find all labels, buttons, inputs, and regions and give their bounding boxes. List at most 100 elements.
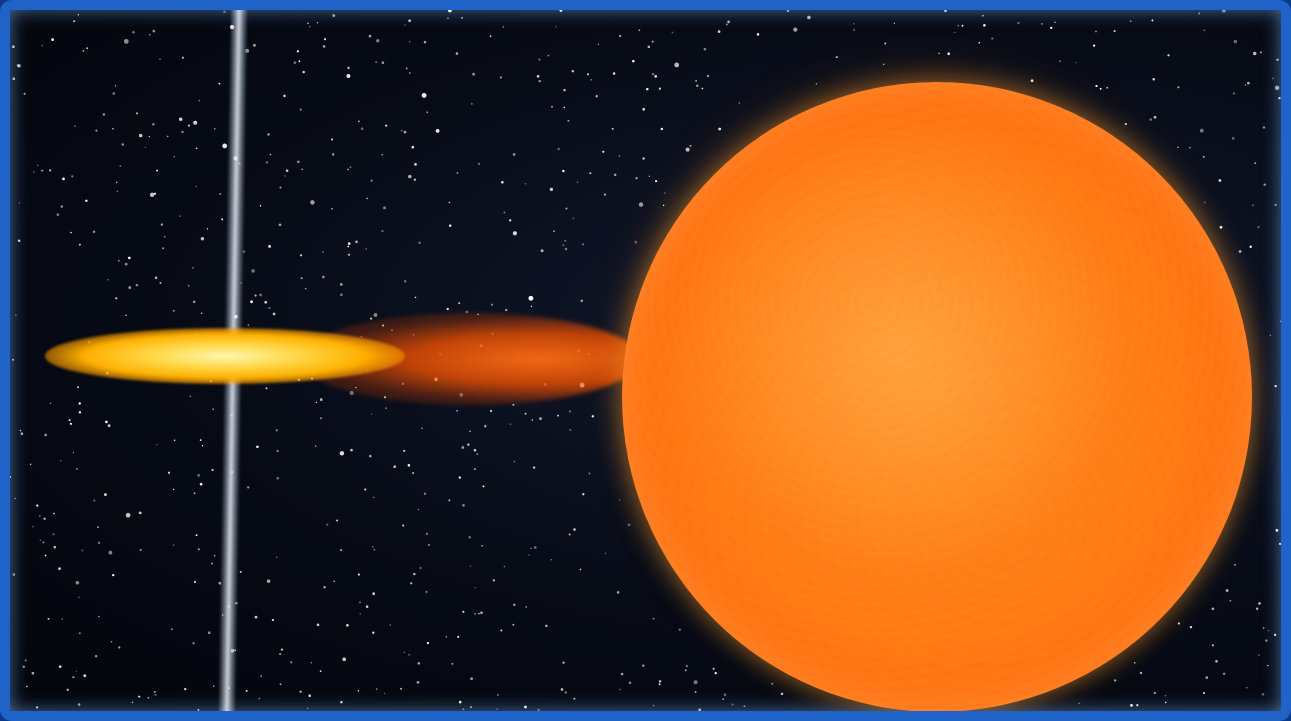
- background-star: [271, 618, 275, 622]
- background-star: [1263, 183, 1266, 186]
- background-star: [458, 476, 461, 479]
- background-star: [642, 157, 645, 160]
- background-star: [407, 464, 411, 467]
- background-star: [461, 16, 464, 19]
- background-star: [332, 14, 336, 17]
- space-scene: [10, 10, 1281, 711]
- background-star: [408, 19, 411, 23]
- background-star: [258, 697, 261, 700]
- background-star: [323, 38, 327, 41]
- background-star: [135, 112, 139, 115]
- background-star: [727, 20, 730, 24]
- background-star: [306, 707, 309, 710]
- background-star: [125, 512, 131, 518]
- background-star: [1255, 607, 1259, 610]
- background-star: [655, 180, 658, 183]
- background-star: [503, 565, 506, 568]
- background-star: [299, 108, 302, 111]
- background-star: [370, 179, 373, 182]
- background-star: [365, 605, 369, 608]
- background-star: [264, 300, 268, 304]
- background-star: [685, 147, 690, 152]
- background-star: [207, 631, 211, 635]
- background-star: [957, 25, 959, 27]
- background-star: [293, 61, 297, 64]
- background-star: [98, 615, 100, 618]
- background-star: [376, 39, 380, 43]
- background-star: [36, 164, 39, 167]
- background-star: [148, 135, 150, 138]
- background-star: [539, 417, 542, 420]
- background-star: [355, 240, 358, 244]
- background-star: [426, 641, 430, 645]
- background-star: [359, 601, 361, 604]
- background-star: [1153, 115, 1157, 119]
- background-star: [471, 103, 473, 105]
- background-star: [193, 120, 198, 125]
- background-star: [51, 38, 54, 41]
- background-star: [307, 22, 309, 25]
- background-star: [512, 153, 516, 156]
- background-star: [530, 547, 532, 550]
- background-star: [153, 192, 157, 195]
- background-star: [698, 708, 702, 711]
- background-star: [254, 294, 257, 297]
- background-star: [358, 120, 360, 123]
- background-star: [179, 215, 181, 217]
- background-star: [421, 92, 427, 98]
- background-star: [714, 671, 717, 675]
- background-star: [1149, 118, 1152, 121]
- background-star: [193, 492, 196, 495]
- background-star: [551, 105, 553, 108]
- background-star: [576, 181, 579, 183]
- background-star: [372, 592, 376, 596]
- background-star: [1202, 692, 1206, 695]
- background-star: [267, 133, 270, 136]
- background-star: [413, 178, 417, 181]
- background-star: [340, 549, 343, 552]
- background-star: [326, 523, 329, 526]
- background-star: [883, 63, 885, 65]
- background-star: [478, 612, 480, 615]
- background-star: [1106, 86, 1109, 89]
- background-star: [173, 544, 175, 546]
- background-star: [1247, 81, 1250, 85]
- background-star: [1198, 12, 1201, 15]
- background-star: [284, 175, 286, 177]
- background-star: [259, 205, 262, 207]
- background-star: [112, 92, 116, 95]
- background-star: [412, 472, 415, 474]
- background-star: [793, 27, 798, 32]
- background-star: [550, 559, 552, 561]
- background-star: [308, 694, 312, 697]
- background-star: [346, 74, 351, 78]
- background-star: [38, 515, 41, 517]
- background-star: [567, 119, 570, 122]
- background-star: [642, 107, 646, 111]
- background-star: [49, 402, 52, 404]
- background-star: [285, 169, 289, 172]
- background-star: [403, 130, 407, 134]
- background-star: [1244, 84, 1247, 86]
- background-star: [154, 276, 158, 279]
- background-star: [310, 662, 312, 664]
- background-star: [427, 543, 431, 547]
- background-star: [618, 499, 621, 501]
- background-star: [1095, 30, 1097, 33]
- background-star: [195, 147, 198, 150]
- background-star: [738, 102, 741, 104]
- background-star: [139, 133, 143, 138]
- background-star: [635, 177, 638, 180]
- background-star: [300, 276, 303, 280]
- background-star: [127, 256, 131, 260]
- background-star: [1152, 77, 1155, 81]
- background-star: [456, 172, 459, 174]
- background-star: [92, 230, 96, 233]
- background-star: [309, 26, 311, 28]
- background-star: [470, 677, 473, 681]
- background-star: [212, 408, 214, 410]
- background-star: [991, 37, 994, 40]
- background-star: [559, 10, 563, 12]
- background-star: [408, 40, 411, 43]
- background-star: [815, 83, 818, 85]
